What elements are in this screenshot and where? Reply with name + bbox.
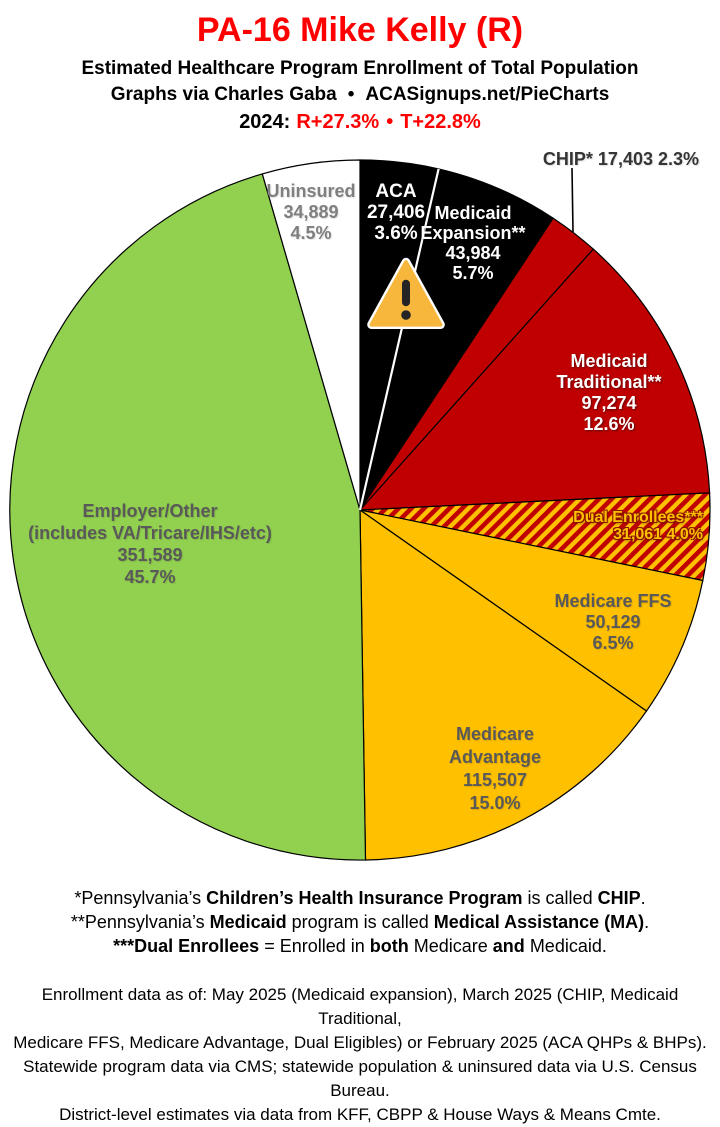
bullet-separator: • [347, 84, 355, 105]
data-note-line: Enrollment data as of: May 2025 (Medicai… [41, 985, 679, 1028]
footnotes-block: *Pennsylvania’s Children’s Health Insura… [0, 886, 720, 958]
pie-slice-employer-other [9, 173, 367, 861]
pie-slice-medicaid-expansion [359, 168, 555, 511]
credit-author: Graphs via Charles Gaba [110, 84, 337, 105]
credit-site: ACASignups.net/PieCharts [365, 84, 610, 105]
year-label: 2024: [239, 111, 291, 133]
pie-slice-medicare-ffs [359, 509, 704, 712]
page-title: PA-16 Mike Kelly (R) [196, 11, 524, 49]
data-note-line: Statewide program data via CMS; statewid… [23, 1057, 697, 1100]
header: PA-16 Mike Kelly (R) Estimated Healthcar… [0, 10, 720, 134]
data-note-line: Medicare FFS, Medicare Advantage, Dual E… [13, 1033, 707, 1052]
credit-line: Graphs via Charles Gaba • ACASignups.net/P… [0, 83, 720, 106]
footnote-line: **Pennsylvania’s Medicaid program is cal… [70, 912, 650, 932]
r-lean-value: R+27.3% [296, 111, 380, 133]
t-lean-value: T+22.8% [400, 111, 481, 133]
pie-annotation-lines [358, 167, 574, 511]
pie-slice-medicaid-traditional [358, 248, 711, 511]
exclamation-bar [402, 279, 410, 307]
pie-slice-medicare-advantage [359, 508, 648, 861]
partisan-lean-line: 2024: R+27.3% • T+22.8% [0, 110, 720, 134]
footnote-line: ***Dual Enrollees = Enrolled in both Med… [113, 936, 607, 956]
footnote-line: *Pennsylvania’s Children’s Health Insura… [74, 888, 646, 908]
warning-icon [367, 257, 445, 329]
data-note-line: District-level estimates via data from K… [59, 1105, 661, 1124]
bullet-separator: • [386, 111, 394, 133]
chart-subtitle: Estimated Healthcare Program Enrollment … [81, 58, 639, 79]
slice-divider-white [358, 168, 440, 511]
pie-slices-group [9, 159, 711, 861]
exclamation-dot [401, 310, 411, 320]
pie-chart [9, 159, 711, 861]
pie-slice-uninsured [261, 159, 361, 511]
chip-leader-line [571, 167, 574, 233]
data-source-notes: Enrollment data as of: May 2025 (Medicai… [0, 983, 720, 1127]
